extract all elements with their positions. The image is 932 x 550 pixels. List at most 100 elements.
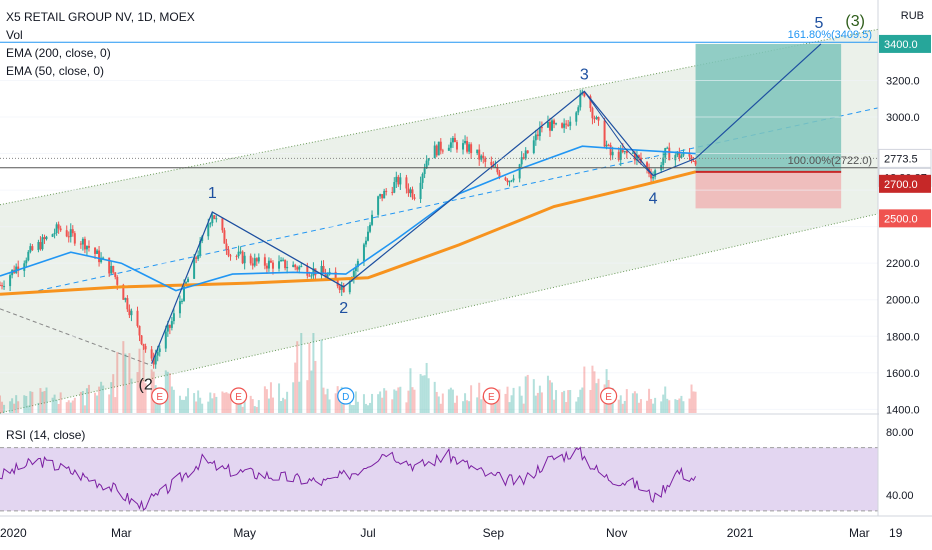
- volume-bar: [172, 389, 175, 413]
- candle-body: [619, 149, 622, 160]
- candle-body: [59, 228, 62, 231]
- candle-body: [124, 298, 127, 300]
- event-marker-earnings: [600, 387, 618, 405]
- candle-body: [490, 161, 493, 165]
- candle-body: [73, 233, 76, 244]
- volume-bar: [221, 391, 224, 413]
- candle-body: [567, 124, 570, 126]
- candle-body: [98, 250, 101, 263]
- volume-bar: [466, 400, 469, 413]
- volume-bar: [178, 395, 181, 413]
- candle-body: [195, 257, 198, 259]
- candle-body: [625, 150, 628, 154]
- volume-bar: [617, 399, 620, 413]
- channel-lower-line: [0, 213, 879, 414]
- volume-bar: [328, 399, 331, 413]
- volume-bar: [490, 402, 493, 413]
- volume-bar: [419, 374, 422, 413]
- volume-bar: [646, 400, 649, 413]
- volume-bar: [694, 391, 697, 413]
- candle-body: [369, 224, 372, 232]
- candle-body: [593, 118, 596, 120]
- candle-body: [433, 145, 436, 159]
- candle-body: [168, 324, 171, 328]
- volume-bar: [650, 398, 653, 413]
- candle-body: [692, 160, 695, 162]
- volume-bar: [251, 399, 254, 413]
- volume-bar: [423, 375, 426, 413]
- volume-bar: [322, 387, 325, 413]
- volume-bar: [427, 378, 430, 413]
- price-tag-text: 2500.0: [884, 213, 918, 225]
- volume-bar: [73, 397, 76, 413]
- candle-body: [306, 265, 309, 276]
- volume-bar: [126, 384, 129, 413]
- volume-bar: [39, 388, 42, 413]
- volume-bar: [292, 382, 295, 413]
- legend-volume[interactable]: Vol: [6, 28, 23, 42]
- volume-bar: [371, 393, 374, 413]
- volume-bar: [407, 390, 410, 413]
- time-tick-label: Mar: [849, 526, 870, 540]
- volume-bar: [654, 397, 657, 413]
- legend-ema200[interactable]: EMA (200, close, 0): [6, 46, 111, 60]
- volume-bar: [211, 398, 214, 413]
- candle-body: [320, 265, 323, 276]
- candle-body: [611, 151, 614, 156]
- currency-label[interactable]: RUB: [900, 10, 924, 22]
- legend-title[interactable]: X5 RETAIL GROUP NV, 1D, MOEX: [6, 10, 195, 24]
- volume-bar: [269, 382, 272, 413]
- candle-body: [652, 176, 655, 179]
- volume-bar: [498, 389, 501, 413]
- channel-fill: [0, 29, 878, 413]
- candle-body: [364, 240, 367, 245]
- candle-body: [57, 224, 60, 229]
- volume-bar: [383, 388, 386, 413]
- candle-body: [575, 112, 578, 122]
- candle-body: [540, 127, 543, 129]
- candle-body: [504, 177, 507, 180]
- candle-body: [548, 121, 551, 131]
- legend-ema50[interactable]: EMA (50, close, 0): [6, 64, 105, 78]
- ema-lines: [0, 145, 696, 296]
- volume-bar: [352, 405, 355, 413]
- candle-body: [532, 140, 535, 154]
- volume-bar: [98, 386, 101, 413]
- candle-body: [520, 157, 523, 165]
- volume-bar: [185, 396, 188, 413]
- candle-body: [367, 231, 369, 241]
- volume-bar: [621, 403, 624, 413]
- candle-body: [690, 156, 693, 161]
- candle-body: [223, 230, 226, 244]
- candle-body: [397, 176, 400, 185]
- candle-body: [308, 275, 311, 277]
- volume-bar: [312, 333, 315, 413]
- time-axis-bg: [0, 517, 932, 550]
- wave-connector: [282, 251, 344, 288]
- volume-bar: [575, 401, 578, 413]
- time-tick-label: 19: [889, 526, 903, 540]
- volume-bar: [187, 388, 190, 413]
- volume-bar: [306, 380, 309, 413]
- volume-bar: [405, 402, 408, 413]
- rsi-legend[interactable]: RSI (14, close): [6, 428, 86, 442]
- volume-bar: [166, 371, 169, 413]
- volume-bar: [314, 360, 317, 413]
- candle-body: [136, 310, 139, 326]
- candle-body: [312, 268, 315, 276]
- candle-body: [447, 147, 450, 151]
- candle-body: [263, 257, 266, 266]
- candle-body: [271, 262, 274, 269]
- price-tag-text: 3400.0: [884, 39, 918, 51]
- candle-body: [423, 168, 426, 175]
- candle-body: [128, 309, 131, 316]
- volume-bar: [326, 388, 329, 413]
- volume-bar: [13, 403, 16, 413]
- candle-body: [55, 224, 58, 233]
- volume-bar: [482, 396, 485, 413]
- volume-bar: [470, 385, 473, 413]
- candle-body: [688, 152, 691, 157]
- time-tick-label: Nov: [606, 526, 627, 540]
- volume-bar: [676, 400, 679, 413]
